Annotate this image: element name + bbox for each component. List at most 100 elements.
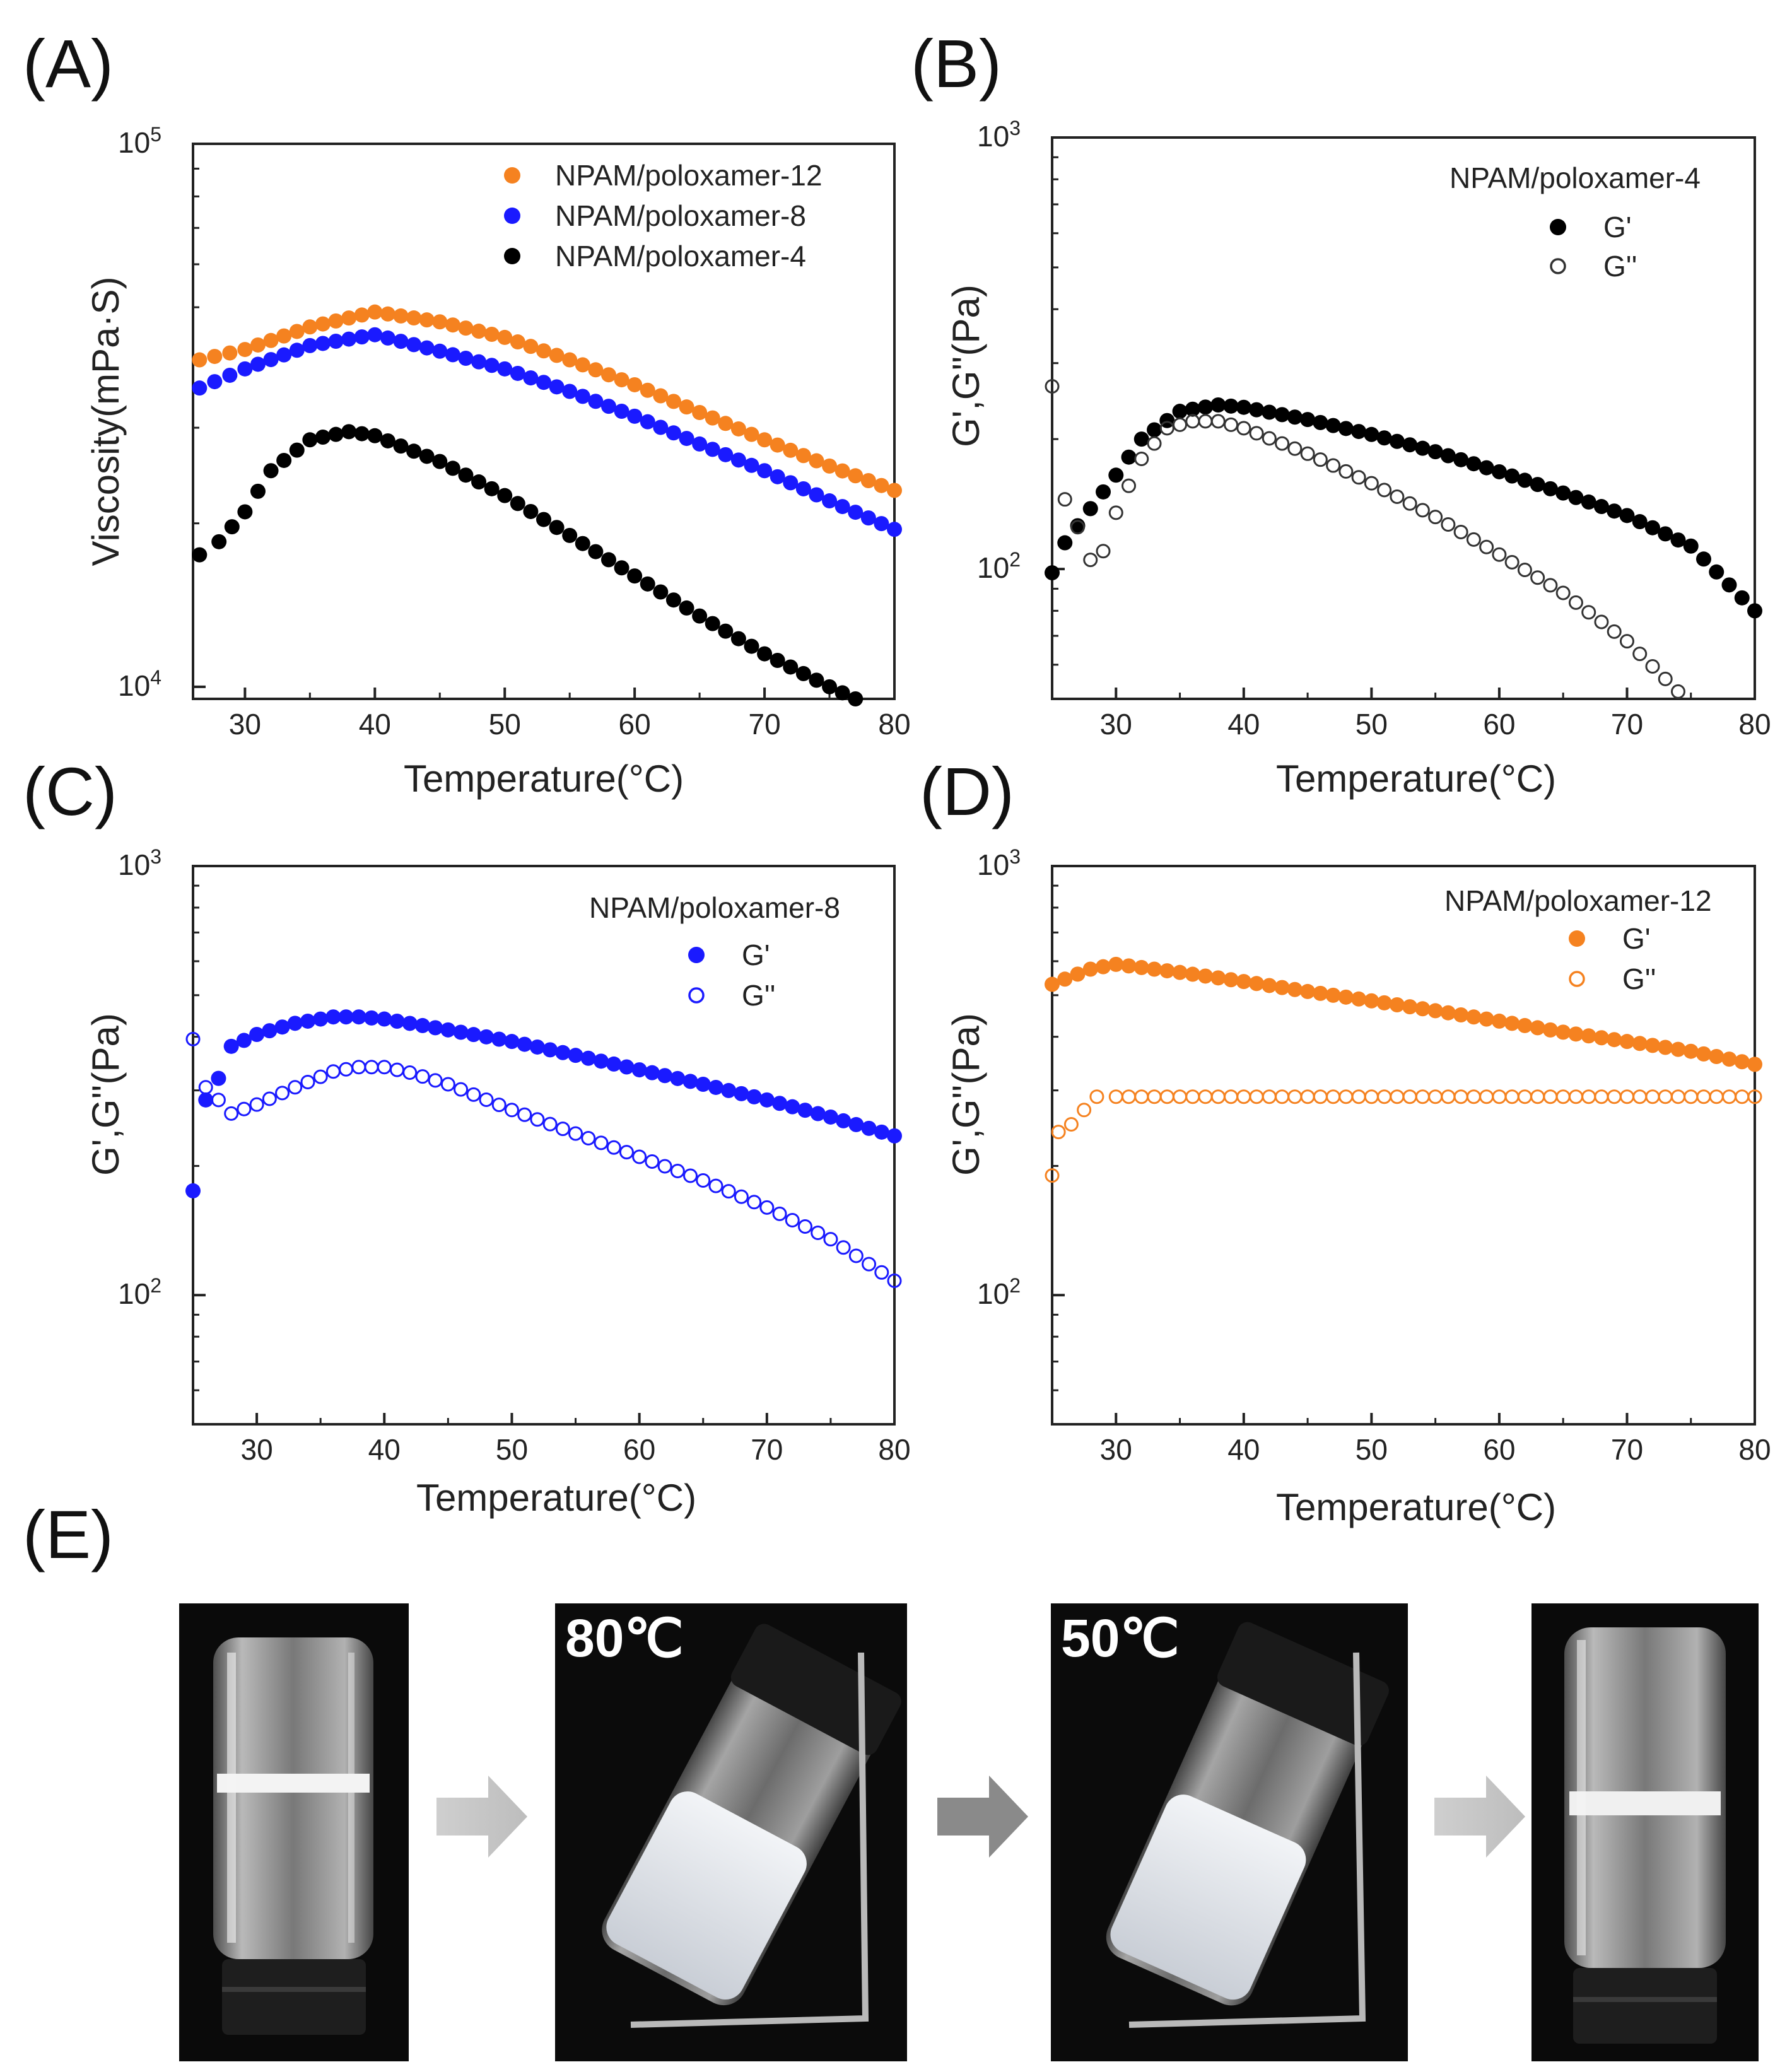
chart-c-point-s0-18 (414, 1017, 430, 1033)
chart-c-point-s0-9 (300, 1013, 315, 1029)
chart-a-point-s2-8 (302, 432, 318, 448)
chart-c-point-s0-53 (861, 1120, 877, 1136)
chart-d-point-s0-30 (1427, 1003, 1443, 1019)
chart-b-point-s1-29 (1415, 503, 1430, 518)
chart-d-point-s0-48 (1658, 1039, 1673, 1055)
chart-a-point-s1-26 (536, 375, 551, 390)
arrow-3 (1434, 1776, 1525, 1858)
chart-c-point-s0-54 (874, 1124, 889, 1140)
chart-a-point-s1-4 (250, 356, 266, 372)
chart-c-point-s0-40 (695, 1076, 711, 1092)
chart-a-point-s2-39 (705, 616, 720, 631)
chart-b-xlabel: Temperature(°C) (1276, 758, 1556, 800)
chart-b-point-s1-18 (1275, 436, 1290, 451)
chart-b-point-s0-19 (1287, 409, 1303, 425)
chart-c-point-s0-50 (823, 1109, 838, 1125)
panel-label-c: (C) (23, 753, 117, 829)
chart-d-point-s1-23 (1338, 1089, 1354, 1104)
chart-c-xtick-label-1: 40 (368, 1433, 401, 1466)
chart-d-point-s0-47 (1644, 1038, 1660, 1053)
chart-a-point-s1-44 (770, 469, 785, 484)
chart-a-point-s0-3 (237, 342, 253, 358)
chart-b-point-s1-7 (1134, 451, 1149, 466)
chart-d-point-s1-0 (1045, 1168, 1060, 1183)
chart-d-point-s1-46 (1632, 1089, 1648, 1104)
chart-a-point-s2-4 (250, 483, 266, 499)
chart-c-point-s0-13 (351, 1009, 366, 1025)
chart-b-point-s1-16 (1249, 426, 1264, 441)
chart-a-ytick-label-1: 104 (118, 666, 161, 702)
chart-a-point-s2-47 (809, 672, 824, 688)
chart-b-point-s0-35 (1491, 464, 1507, 479)
chart-a-xtick-label-5: 80 (878, 708, 910, 741)
chart-a-point-s1-5 (263, 352, 279, 368)
chart-a-point-s0-10 (328, 313, 344, 329)
chart-c-ticks: 30 40 50 60 70 80 103 102 (118, 845, 911, 1466)
chart-d-point-s1-30 (1428, 1089, 1443, 1104)
chart-b-point-s0-12 (1198, 399, 1214, 415)
chart-c-point-s1-54 (874, 1265, 889, 1280)
chart-a-marks (192, 304, 902, 706)
chart-d-point-s1-14 (1224, 1089, 1239, 1104)
chart-a-point-s0-33 (627, 377, 643, 392)
chart-d-point-s1-9 (1159, 1089, 1174, 1104)
chart-c-point-s1-45 (759, 1200, 775, 1215)
chart-a-point-s0-45 (783, 442, 799, 458)
chart-c-point-s0-46 (772, 1096, 788, 1111)
chart-a-point-s0-18 (432, 314, 448, 330)
chart-d-point-s1-3 (1077, 1103, 1092, 1118)
chart-a-point-s1-23 (497, 361, 513, 377)
chart-d-point-s1-45 (1619, 1089, 1634, 1104)
chart-d-point-s1-21 (1313, 1089, 1328, 1104)
chart-c-point-s0-28 (542, 1042, 558, 1058)
chart-d-ticks: 30 40 50 60 70 80 103 102 (977, 845, 1771, 1466)
chart-a-point-s1-32 (614, 403, 630, 419)
chart-b-frame (1051, 136, 1756, 700)
chart-a: 30 40 50 60 70 80 105 104 Temperature(°C) Visco… (85, 123, 911, 800)
chart-b-point-s0-24 (1351, 424, 1367, 440)
chart-c-point-s0-37 (657, 1068, 673, 1084)
chart-d-point-s1-50 (1684, 1089, 1699, 1104)
chart-b-xtick-label-2: 50 (1356, 708, 1388, 741)
chart-c-point-s1-30 (568, 1126, 583, 1141)
chart-c-point-s1-23 (479, 1092, 494, 1107)
chart-a-point-s1-41 (730, 452, 746, 468)
chart-c-point-s0-11 (325, 1009, 341, 1025)
panel-label-a: (A) (23, 25, 114, 102)
chart-d-point-s1-12 (1198, 1089, 1213, 1104)
chart-c-point-s0-49 (810, 1106, 826, 1121)
chart-b-point-s0-54 (1734, 590, 1750, 606)
arrow-1 (436, 1776, 527, 1858)
chart-d-point-s1-41 (1568, 1089, 1583, 1104)
chart-c-point-s1-20 (440, 1077, 455, 1092)
chart-a-point-s2-15 (393, 438, 409, 454)
photo-1-vial (213, 1637, 373, 2035)
chart-b-point-s1-19 (1287, 441, 1303, 456)
chart-c-marks (185, 1009, 902, 1288)
chart-d-point-s1-26 (1377, 1089, 1392, 1104)
chart-d-point-s1-38 (1530, 1089, 1545, 1104)
chart-d-point-s0-3 (1082, 961, 1098, 977)
chart-a-point-s2-9 (315, 429, 331, 445)
chart-a-point-s1-25 (523, 370, 539, 386)
chart-b-ytick-label-1: 102 (977, 548, 1021, 584)
chart-b-point-s1-46 (1632, 647, 1648, 662)
chart-a-point-s2-2 (224, 519, 240, 535)
chart-c-point-s1-40 (696, 1173, 711, 1188)
chart-d-point-s1-8 (1147, 1089, 1162, 1104)
chart-d-point-s0-27 (1389, 997, 1405, 1013)
chart-d-legend: NPAM/poloxamer-12 G' G'' (1444, 884, 1712, 995)
chart-a-point-s1-31 (600, 399, 616, 414)
chart-d-frame (1051, 865, 1756, 1426)
chart-b-point-s0-42 (1581, 494, 1596, 510)
chart-c-point-s1-51 (836, 1240, 851, 1255)
chart-d-point-s1-55 (1747, 1089, 1762, 1104)
chart-c-point-s1-10 (313, 1069, 328, 1084)
chart-c-point-s0-5 (249, 1027, 265, 1043)
chart-a-point-s2-7 (289, 442, 305, 458)
chart-b-point-s0-18 (1274, 407, 1290, 423)
chart-c-point-s1-16 (389, 1062, 404, 1077)
chart-d-point-s1-15 (1236, 1089, 1251, 1104)
chart-d-point-s0-50 (1683, 1043, 1699, 1059)
chart-d-point-s1-49 (1670, 1089, 1685, 1104)
